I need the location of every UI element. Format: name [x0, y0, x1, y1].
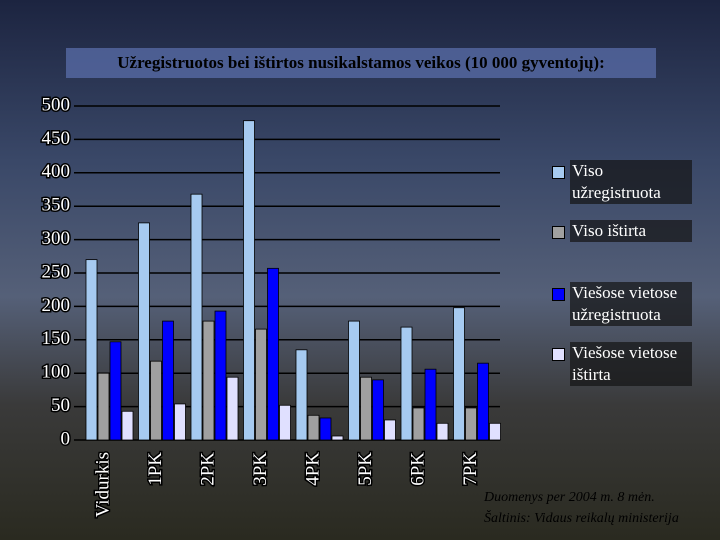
- legend-swatch: [552, 348, 565, 361]
- bar: [319, 417, 332, 441]
- bar: [162, 320, 174, 441]
- bar: [424, 368, 437, 441]
- bar: [331, 435, 344, 441]
- bar: [384, 419, 396, 441]
- legend-swatch: [552, 226, 565, 239]
- bar: [121, 410, 134, 441]
- bar: [226, 376, 239, 441]
- bar: [465, 407, 477, 441]
- bar: [453, 307, 465, 441]
- note: Duomenys per 2004 m. 8 mėn.: [484, 490, 655, 505]
- y-tick-label: 500: [42, 94, 71, 115]
- legend-swatch: [552, 288, 565, 301]
- bar: [267, 267, 279, 441]
- legend-label: Viso ištirta: [570, 220, 692, 242]
- note: Šaltinis: Vidaus reikalų ministerija: [484, 511, 679, 526]
- bar: [85, 259, 98, 441]
- legend-item: Viso užregistruota: [552, 160, 692, 204]
- legend-item: Viešose vietose ištirta: [552, 342, 692, 386]
- x-tick-label: 3PK: [250, 452, 271, 486]
- bar: [412, 407, 425, 441]
- x-tick-label: 5PK: [355, 452, 376, 486]
- bar: [214, 310, 227, 441]
- legend-item: Viešose vietose užregistruota: [552, 282, 692, 326]
- bar: [138, 222, 150, 441]
- x-tick-label: 7PK: [460, 452, 481, 486]
- bar: [202, 320, 215, 441]
- y-tick-label: 50: [51, 395, 70, 416]
- y-tick-label: 150: [42, 328, 71, 349]
- bar: [372, 379, 384, 441]
- y-tick-label: 200: [42, 295, 71, 316]
- bar: [279, 404, 291, 441]
- bar: [360, 376, 372, 441]
- chart-title: Užregistruotos bei ištirtos nusikalstamo…: [66, 48, 656, 78]
- bar: [97, 372, 110, 441]
- x-tick-label: 4PK: [302, 452, 323, 486]
- y-tick-label: 450: [42, 128, 71, 149]
- x-tick-label: Vidurkis: [92, 452, 113, 517]
- bar: [307, 414, 320, 441]
- legend-label: Viso užregistruota: [570, 160, 692, 204]
- legend-label: Viešose vietose ištirta: [570, 342, 692, 386]
- x-tick-label: 1PK: [145, 452, 166, 486]
- legend-label: Viešose vietose užregistruota: [570, 282, 692, 326]
- bar: [174, 403, 186, 441]
- bar: [489, 422, 501, 441]
- y-tick-label: 250: [42, 261, 71, 282]
- bar: [243, 120, 255, 441]
- y-tick-label: 350: [42, 195, 71, 216]
- legend-item: Viso ištirta: [552, 220, 692, 242]
- x-tick-label: 6PK: [407, 452, 428, 486]
- bar: [190, 193, 203, 441]
- bar: [150, 360, 162, 441]
- bar: [400, 326, 413, 441]
- y-tick-label: 100: [42, 362, 71, 383]
- y-tick-label: 300: [42, 228, 71, 249]
- bar: [295, 349, 308, 441]
- legend-swatch: [552, 166, 565, 179]
- bar: [255, 328, 267, 441]
- bar: [109, 341, 122, 441]
- y-tick-label: 0: [61, 428, 71, 449]
- x-tick-label: 2PK: [197, 452, 218, 486]
- bar: [477, 362, 489, 441]
- bar: [348, 320, 360, 441]
- bar: [436, 422, 449, 441]
- y-tick-label: 400: [42, 161, 71, 182]
